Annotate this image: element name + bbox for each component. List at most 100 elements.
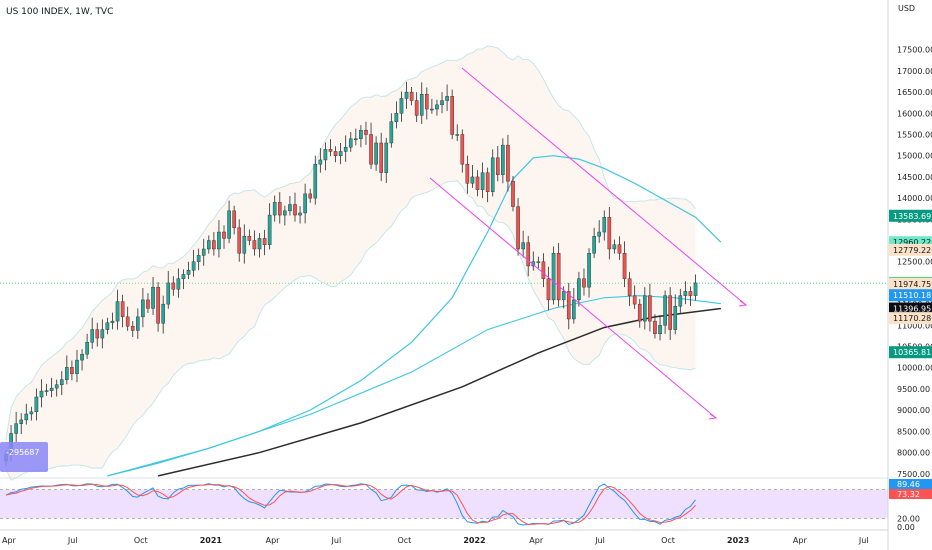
candle-body: [242, 236, 247, 254]
candle-body: [70, 367, 74, 374]
candle-body: [90, 329, 94, 343]
candle-body: [120, 301, 125, 318]
candle-body: [566, 291, 571, 320]
chart-title: US 100 INDEX, 1W, TVC: [6, 7, 113, 17]
y-tick-label: 17000.00: [897, 67, 932, 76]
candle-body: [206, 240, 211, 250]
candle-body: [637, 303, 642, 322]
candle-body: [49, 387, 54, 391]
y-tick-label: 16500.00: [897, 88, 932, 97]
candle-body: [435, 104, 439, 110]
osc-d-value: 73.32: [897, 490, 920, 499]
candle-body: [14, 423, 18, 434]
candle-body: [688, 291, 693, 296]
candle-body: [683, 291, 688, 296]
price-tag: 11396.95: [889, 302, 932, 315]
y-tick-label: 14000.00: [897, 194, 932, 203]
candle-body: [338, 151, 343, 156]
price-tag: 11510.18: [889, 289, 932, 302]
candle-body: [272, 202, 277, 216]
candle-body: [328, 149, 333, 152]
candle-body: [227, 210, 231, 239]
oscillator-band: [0, 489, 888, 519]
time-axis: Apr Jul Oct 2021 Apr Jul Oct 2022 Apr Jul Oct 2023 A…: [0, 529, 888, 545]
channel-upper-line[interactable]: [461, 67, 747, 306]
candle-body: [658, 325, 662, 335]
candle-body: [592, 236, 596, 254]
candle-body: [59, 379, 64, 385]
candle-body: [19, 419, 24, 424]
candle-body: [151, 286, 155, 309]
candle-body: [526, 242, 531, 267]
candle-body: [430, 108, 434, 111]
candle-body: [156, 286, 160, 324]
descending-channel[interactable]: [429, 67, 748, 420]
y-tick-label: 12500.00: [897, 258, 932, 267]
left-annotation-label: -295687: [6, 448, 39, 457]
candle-body: [485, 172, 490, 192]
candle-body: [232, 210, 236, 228]
candle-body: [607, 216, 612, 250]
candle-body: [313, 163, 318, 199]
price-axis: 7500.00 8000.00 8500.00 9000.00 9500.00 10000…: [887, 0, 932, 550]
candles: [4, 81, 698, 466]
candle-body: [176, 278, 181, 290]
osc-k-value: 89.46: [897, 480, 920, 489]
candle-body: [110, 320, 115, 323]
candle-body: [54, 384, 59, 389]
candle-body: [125, 316, 130, 327]
candle-body: [359, 130, 363, 139]
candle-body: [612, 244, 617, 250]
price-tag: 11974.75: [889, 277, 932, 290]
candle-body: [252, 240, 257, 250]
candle-body: [551, 253, 556, 301]
x-tick-label: Apr: [2, 536, 17, 545]
candle-body: [490, 157, 495, 192]
candle-body: [364, 130, 368, 135]
candle-body: [622, 253, 627, 279]
left-annotation[interactable]: -295687: [0, 442, 48, 472]
candle-body: [648, 295, 652, 322]
x-tick-label: 2021: [200, 536, 223, 545]
candle-body: [536, 261, 541, 263]
candle-body: [283, 210, 287, 216]
candle-body: [65, 367, 69, 380]
candle-body: [80, 353, 84, 361]
candle-body: [267, 214, 272, 245]
y-tick-label: 15000.00: [897, 152, 932, 161]
price-tag-value: 11510.18: [893, 291, 931, 300]
candle-body: [440, 100, 444, 106]
candle-body: [318, 159, 323, 165]
y-tick-label: 7500.00: [897, 470, 930, 479]
candle-body: [384, 142, 389, 173]
candle-body: [470, 176, 475, 184]
x-tick-label: 2023: [727, 536, 749, 545]
y-tick-label: 8500.00: [897, 427, 930, 436]
candle-body: [196, 255, 201, 262]
x-tick-label: Jul: [858, 536, 869, 545]
candle-body: [85, 342, 89, 355]
candle-body: [141, 299, 145, 318]
candle-body: [572, 299, 576, 320]
candle-body: [343, 147, 348, 152]
grid: [0, 282, 888, 479]
price-tag: 13583.69: [889, 209, 932, 222]
candle-body: [212, 240, 216, 250]
candle-body: [39, 390, 44, 398]
candle-body: [277, 202, 282, 216]
candle-body: [409, 91, 414, 101]
channel-upper-arrow: [738, 300, 748, 307]
candle-body: [653, 320, 657, 335]
candle-body: [450, 96, 454, 135]
channel-lower-arrow: [708, 413, 718, 420]
channel-lower-line[interactable]: [429, 177, 717, 419]
x-tick-label: Jul: [331, 536, 342, 545]
candle-body: [663, 295, 667, 326]
candle-body: [389, 121, 394, 144]
oscillator-d-line: [5, 483, 696, 525]
y-tick-label: 8000.00: [897, 449, 930, 458]
candle-body: [394, 113, 399, 122]
candle-body: [257, 238, 262, 250]
